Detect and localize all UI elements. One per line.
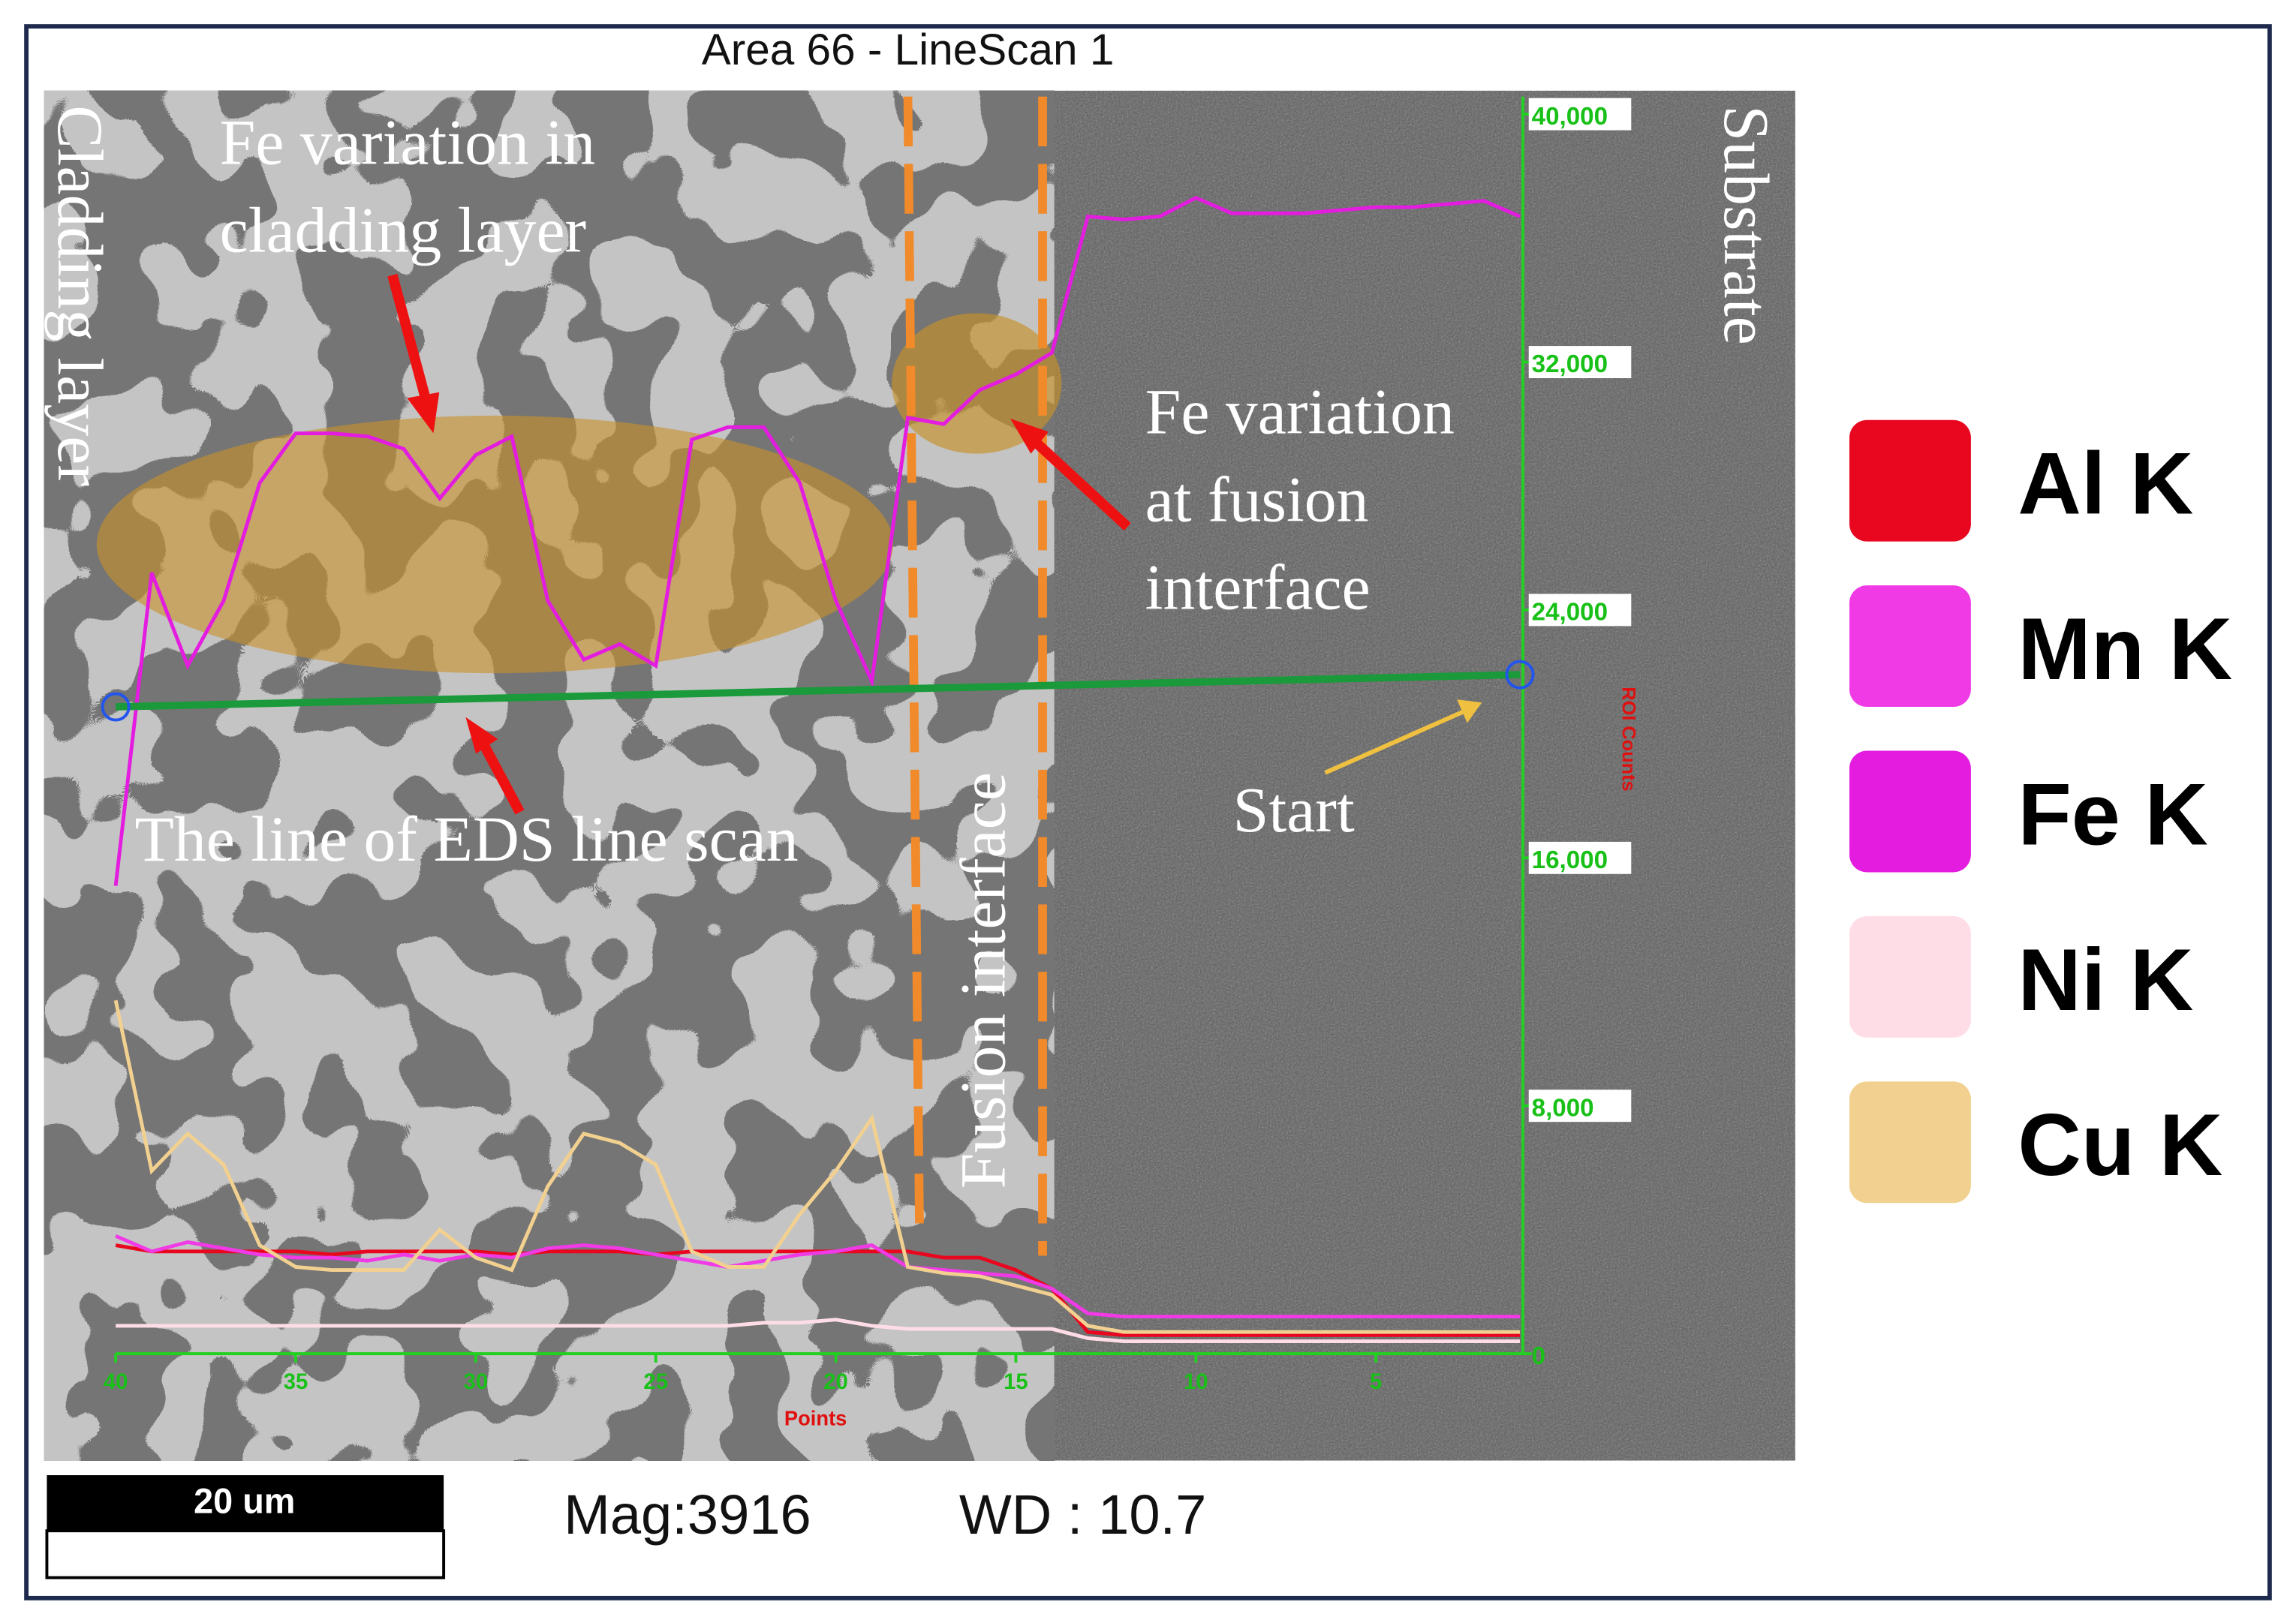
x-tick-label: 40 <box>104 1370 128 1394</box>
y-axis-label: ROI Counts <box>1618 687 1639 791</box>
y-tick-label: 24,000 <box>1532 599 1608 627</box>
annotation: Fe variation <box>1145 376 1455 447</box>
legend-label: Fe K <box>2018 765 2208 863</box>
y-tick-label: 8,000 <box>1532 1094 1594 1122</box>
legend-swatch <box>1849 1081 1971 1204</box>
series-line <box>115 1234 1521 1319</box>
x-tick-label: 5 <box>1370 1370 1382 1394</box>
annotation: The line of EDS line scan <box>134 804 798 875</box>
legend-label: Cu K <box>2018 1096 2222 1194</box>
scale-bar <box>47 1475 444 1531</box>
annotation: interface <box>1145 552 1371 623</box>
legend-label: Al K <box>2018 434 2193 533</box>
x-axis-label: Points <box>784 1407 847 1430</box>
working-distance: WD : 10.7 <box>959 1483 1207 1546</box>
series-line <box>113 999 1521 1334</box>
x-tick-label: 10 <box>1184 1370 1208 1394</box>
highlight-ellipse <box>96 415 894 674</box>
arrowhead <box>1457 699 1482 723</box>
y-tick-label-bg <box>1528 1090 1632 1123</box>
scan-end <box>101 692 131 722</box>
arrow <box>1324 709 1466 775</box>
legend-swatch <box>1849 915 1971 1038</box>
legend-label: Mn K <box>2018 600 2232 698</box>
chart-title: Area 66 - LineScan 1 <box>702 26 1115 74</box>
annotation: Fe variation in <box>220 107 596 178</box>
magnification: Mag:3916 <box>564 1483 811 1546</box>
annotation: Fusion interface <box>947 772 1019 1189</box>
y-tick-label: 40,000 <box>1532 103 1608 131</box>
series-line <box>116 1318 1521 1344</box>
annotation: at fusion <box>1145 464 1369 535</box>
legend-swatch <box>1849 419 1971 542</box>
scale-bar-label: 20 um <box>194 1482 295 1521</box>
x-tick-label: 35 <box>284 1370 308 1394</box>
y-tick-label: 0 <box>1532 1342 1545 1370</box>
annotation: Start <box>1233 774 1355 846</box>
y-tick-label: 32,000 <box>1532 350 1608 378</box>
x-tick-label: 25 <box>643 1370 668 1394</box>
scan-line <box>116 671 1521 711</box>
y-tick-label-bg <box>1528 346 1632 378</box>
scale-bar-base <box>45 1529 446 1579</box>
highlight-ellipse <box>892 313 1062 454</box>
legend: Al K Mn K Fe K Ni K Cu K <box>1849 419 2232 1204</box>
y-tick-label-bg <box>1528 594 1632 627</box>
y-tick-label-bg <box>1528 841 1632 874</box>
y-tick-label: 16,000 <box>1532 846 1608 874</box>
sem-image <box>44 90 1795 1461</box>
y-tick-label-bg <box>1528 98 1632 131</box>
x-tick-label: 20 <box>823 1370 848 1394</box>
plot: 0 8,000 16,000 24,000 32,000 40,000 40 35 30 25 20… <box>104 96 1632 1394</box>
legend-label: Ni K <box>2018 930 2193 1029</box>
x-tick-label: 30 <box>464 1370 489 1394</box>
x-tick-label: 15 <box>1004 1370 1028 1394</box>
legend-swatch <box>1849 585 1971 708</box>
annotation: cladding layer <box>220 194 586 266</box>
interface-boundary <box>903 96 925 1237</box>
arrows <box>387 273 1131 815</box>
annotation: Cladding layer <box>44 105 116 486</box>
legend-swatch <box>1849 750 1971 873</box>
scan-start <box>1505 660 1535 690</box>
annotation: Substrate <box>1711 105 1782 344</box>
series-line <box>113 195 1521 886</box>
